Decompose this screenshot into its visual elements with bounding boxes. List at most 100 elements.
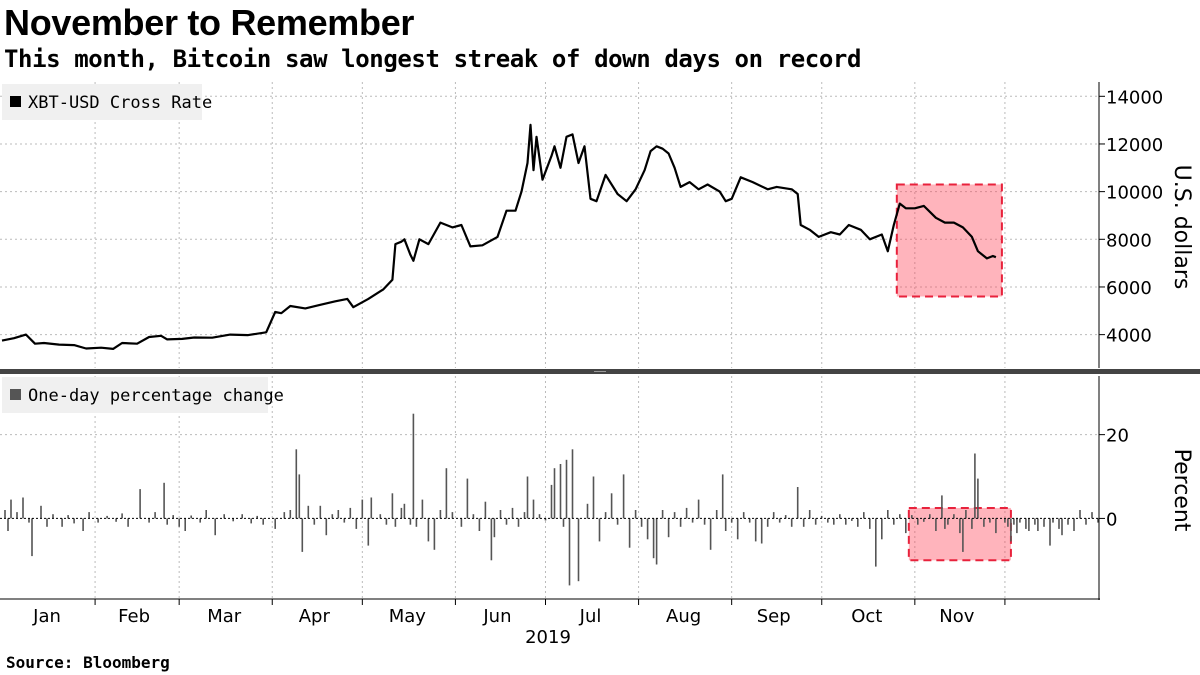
change-bar	[577, 518, 580, 582]
change-bar	[460, 518, 463, 527]
change-bar	[814, 518, 817, 525]
change-bar	[568, 518, 571, 586]
chart-title: November to Remember	[4, 2, 415, 43]
change-bar	[983, 518, 985, 527]
change-bar	[298, 474, 301, 519]
change-bar	[553, 468, 556, 519]
change-ytick-20: 20	[1106, 426, 1129, 447]
price-legend-label: XBT-USD Cross Rate	[28, 93, 212, 113]
change-bar	[1004, 518, 1006, 523]
change-bar	[1028, 518, 1030, 531]
change-bar	[97, 518, 99, 523]
change-bar	[989, 518, 991, 523]
change-bar	[28, 518, 30, 523]
change-bar	[370, 497, 373, 519]
x-label-feb: Feb	[118, 606, 150, 627]
x-label-nov: Nov	[939, 606, 974, 627]
change-bar	[905, 518, 907, 534]
change-bar	[790, 518, 793, 527]
change-bar	[361, 499, 364, 519]
change-bar	[466, 478, 469, 519]
change-bar	[550, 484, 553, 519]
change-bar	[289, 510, 292, 519]
change-bar	[893, 518, 895, 525]
change-bar	[493, 518, 496, 538]
change-bar	[1067, 518, 1069, 525]
change-bar	[166, 518, 168, 525]
change-bar	[1013, 518, 1015, 525]
change-bar	[127, 518, 129, 527]
price-ytick-12000: 12000	[1106, 135, 1163, 156]
change-bar	[478, 518, 481, 531]
change-bar	[592, 476, 595, 519]
change-bar	[355, 518, 358, 529]
change-bar	[673, 512, 676, 519]
change-bar	[742, 512, 745, 519]
change-bar	[655, 518, 658, 565]
change-bar	[1049, 518, 1051, 546]
change-bar	[622, 474, 625, 519]
change-bar	[869, 518, 871, 529]
change-bar	[61, 518, 63, 527]
change-bar	[784, 515, 787, 519]
change-ytick-0: 0	[1106, 509, 1117, 530]
change-bar	[148, 518, 150, 523]
change-bar	[163, 482, 165, 519]
change-bar	[1019, 518, 1021, 523]
change-bar	[1016, 518, 1018, 534]
change-bar	[839, 514, 841, 519]
price-gridlines	[0, 82, 1098, 368]
change-bar	[331, 514, 334, 519]
change-bar	[295, 449, 298, 519]
change-bar	[511, 507, 514, 519]
price-legend: XBT-USD Cross Rate	[2, 84, 212, 120]
change-bar	[349, 507, 352, 519]
change-bar	[178, 518, 180, 527]
change-bars	[4, 413, 1099, 586]
november-highlight-change	[907, 506, 1012, 562]
price-line	[1, 123, 997, 350]
change-bar	[40, 505, 42, 519]
change-bar	[604, 512, 607, 519]
change-bar	[403, 503, 406, 519]
change-bar	[1079, 510, 1081, 519]
change-bar	[887, 510, 889, 519]
change-bar	[7, 518, 9, 531]
change-bar	[736, 518, 739, 540]
x-label-oct: Oct	[851, 606, 882, 627]
change-bar	[421, 499, 424, 519]
change-bar	[451, 512, 454, 519]
change-bar	[965, 510, 967, 519]
x-label-sep: Sep	[757, 606, 791, 627]
change-legend: One-day percentage change	[2, 377, 284, 413]
change-bar	[724, 518, 727, 531]
change-bar	[559, 464, 562, 519]
change-bar	[565, 459, 568, 519]
x-axis-year: 2019	[525, 627, 571, 648]
change-bar	[115, 518, 117, 522]
change-bar	[1010, 518, 1012, 542]
price-legend-box	[2, 84, 202, 120]
change-bar	[881, 518, 883, 540]
change-bar	[499, 510, 502, 519]
change-bar	[953, 514, 955, 519]
x-label-mar: Mar	[207, 606, 242, 627]
change-bar	[947, 518, 949, 525]
change-bar	[484, 501, 487, 519]
change-bar	[730, 518, 733, 523]
price-ytick-14000: 14000	[1106, 87, 1163, 108]
change-bar	[325, 518, 328, 536]
change-bar	[863, 512, 865, 519]
price-ytick-4000: 4000	[1106, 326, 1152, 347]
change-bar	[802, 518, 805, 527]
change-bar	[223, 514, 225, 519]
change-bar	[703, 518, 706, 525]
change-bar	[532, 499, 535, 519]
change-bar	[472, 514, 475, 519]
change-bar	[679, 518, 682, 527]
change-bar	[439, 510, 442, 519]
change-bar	[1007, 518, 1009, 527]
change-bar	[796, 487, 799, 519]
change-bar	[646, 518, 649, 540]
change-legend-label: One-day percentage change	[28, 386, 284, 406]
